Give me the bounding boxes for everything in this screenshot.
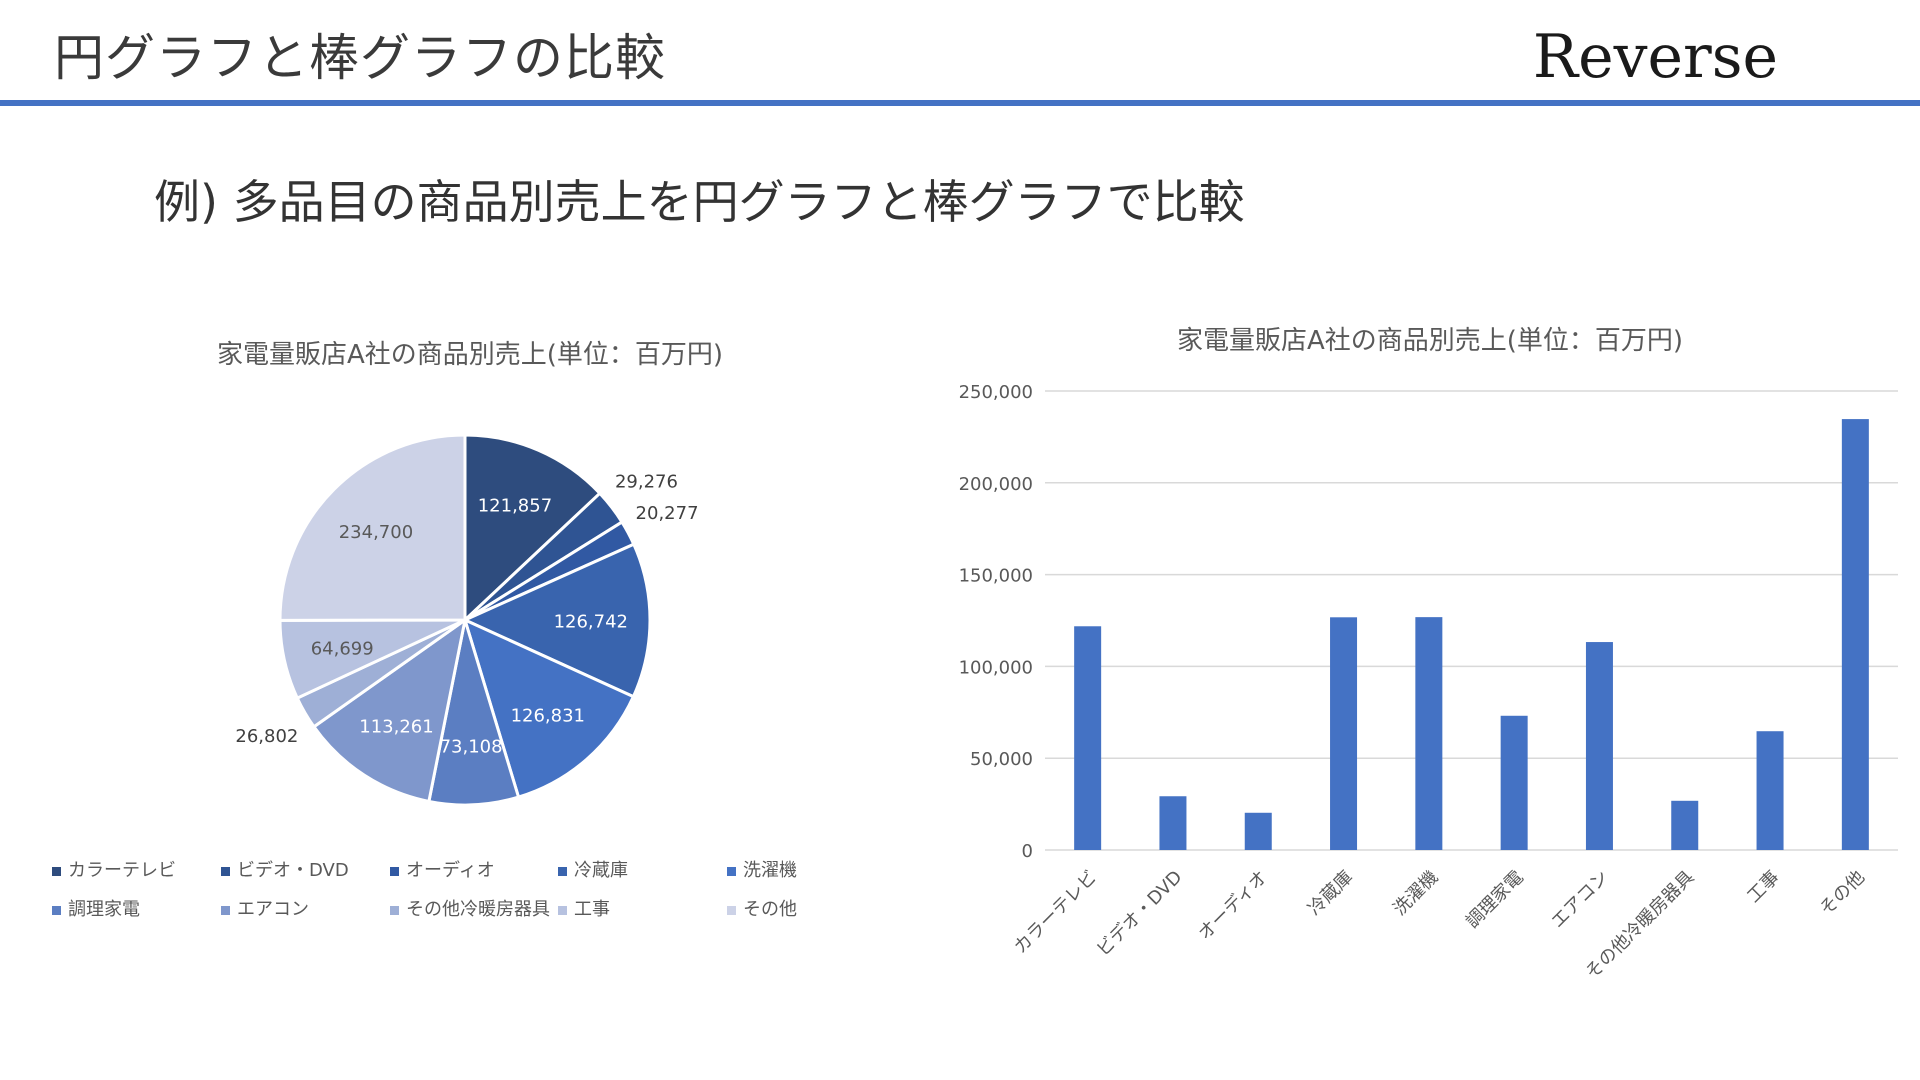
pie-slice bbox=[462, 617, 636, 799]
legend-swatch bbox=[52, 906, 61, 915]
pie-data-label: 121,857 bbox=[478, 496, 552, 517]
legend-swatch bbox=[727, 867, 736, 876]
bar bbox=[1841, 419, 1869, 850]
pie-data-label: 126,831 bbox=[511, 706, 585, 727]
legend-label: 洗濯機 bbox=[743, 860, 797, 881]
x-tick-label: その他 bbox=[1816, 867, 1869, 920]
y-tick-label: 200,000 bbox=[959, 474, 1033, 495]
header-divider bbox=[0, 100, 1920, 106]
x-tick-label: 工事 bbox=[1743, 867, 1783, 907]
pie-chart-title: 家電量販店A社の商品別売上(単位：百万円) bbox=[216, 340, 724, 370]
bar bbox=[1500, 715, 1528, 850]
pie-slice bbox=[278, 433, 467, 622]
pie-data-label: 29,276 bbox=[615, 471, 678, 492]
legend-label: カラーテレビ bbox=[68, 860, 176, 881]
legend-label: オーディオ bbox=[406, 860, 495, 881]
bar bbox=[1330, 617, 1358, 850]
slide-subtitle: 例) 多品目の商品別売上を円グラフと棒グラフで比較 bbox=[154, 175, 1245, 229]
bar bbox=[1756, 731, 1784, 850]
bar-chart-title: 家電量販店A社の商品別売上(単位：百万円) bbox=[1176, 326, 1684, 356]
legend-swatch bbox=[52, 867, 61, 876]
y-tick-label: 250,000 bbox=[959, 382, 1033, 403]
pie-slice bbox=[461, 542, 652, 699]
bar bbox=[1415, 617, 1443, 850]
brand-logo: Reverse bbox=[1532, 22, 1778, 92]
legend-swatch bbox=[221, 906, 230, 915]
y-tick-label: 100,000 bbox=[959, 657, 1033, 678]
legend-label: その他冷暖房器具 bbox=[406, 899, 550, 920]
x-tick-label: 冷蔵庫 bbox=[1304, 867, 1357, 920]
x-tick-label: オーディオ bbox=[1194, 867, 1272, 945]
legend-label: 工事 bbox=[574, 899, 610, 920]
legend-label: 冷蔵庫 bbox=[574, 860, 628, 881]
legend-swatch bbox=[727, 906, 736, 915]
x-tick-label: 洗濯機 bbox=[1389, 867, 1442, 920]
pie-slice bbox=[311, 616, 468, 804]
pie-data-label: 113,261 bbox=[359, 717, 433, 738]
y-tick-label: 0 bbox=[1022, 841, 1033, 862]
bar bbox=[1074, 626, 1102, 850]
bar bbox=[1244, 812, 1272, 850]
bar bbox=[1671, 800, 1699, 850]
pie-data-label: 64,699 bbox=[311, 638, 374, 659]
x-tick-label: カラーテレビ bbox=[1010, 867, 1101, 958]
y-tick-label: 50,000 bbox=[970, 749, 1033, 770]
pie-data-label: 234,700 bbox=[339, 522, 413, 543]
legend-swatch bbox=[390, 867, 399, 876]
legend-label: ビデオ・DVD bbox=[237, 860, 349, 881]
bar bbox=[1585, 642, 1613, 850]
pie-slice bbox=[463, 433, 602, 624]
legend-label: 調理家電 bbox=[68, 899, 140, 920]
legend-swatch bbox=[221, 867, 230, 876]
legend-label: エアコン bbox=[237, 899, 309, 920]
pie-data-label: 20,277 bbox=[636, 503, 699, 524]
x-tick-label: 調理家電 bbox=[1462, 867, 1528, 933]
x-tick-label: エアコン bbox=[1547, 867, 1613, 933]
pie-data-label: 26,802 bbox=[235, 726, 298, 747]
x-tick-label: ビデオ・DVD bbox=[1093, 867, 1187, 961]
legend-label: その他 bbox=[743, 899, 797, 920]
legend-swatch bbox=[390, 906, 399, 915]
pie-data-label: 73,108 bbox=[440, 737, 503, 758]
legend-swatch bbox=[558, 867, 567, 876]
bar bbox=[1159, 796, 1187, 850]
y-tick-label: 150,000 bbox=[959, 566, 1033, 587]
legend-swatch bbox=[558, 906, 567, 915]
page-title: 円グラフと棒グラフの比較 bbox=[54, 29, 666, 87]
pie-data-label: 126,742 bbox=[554, 611, 628, 632]
